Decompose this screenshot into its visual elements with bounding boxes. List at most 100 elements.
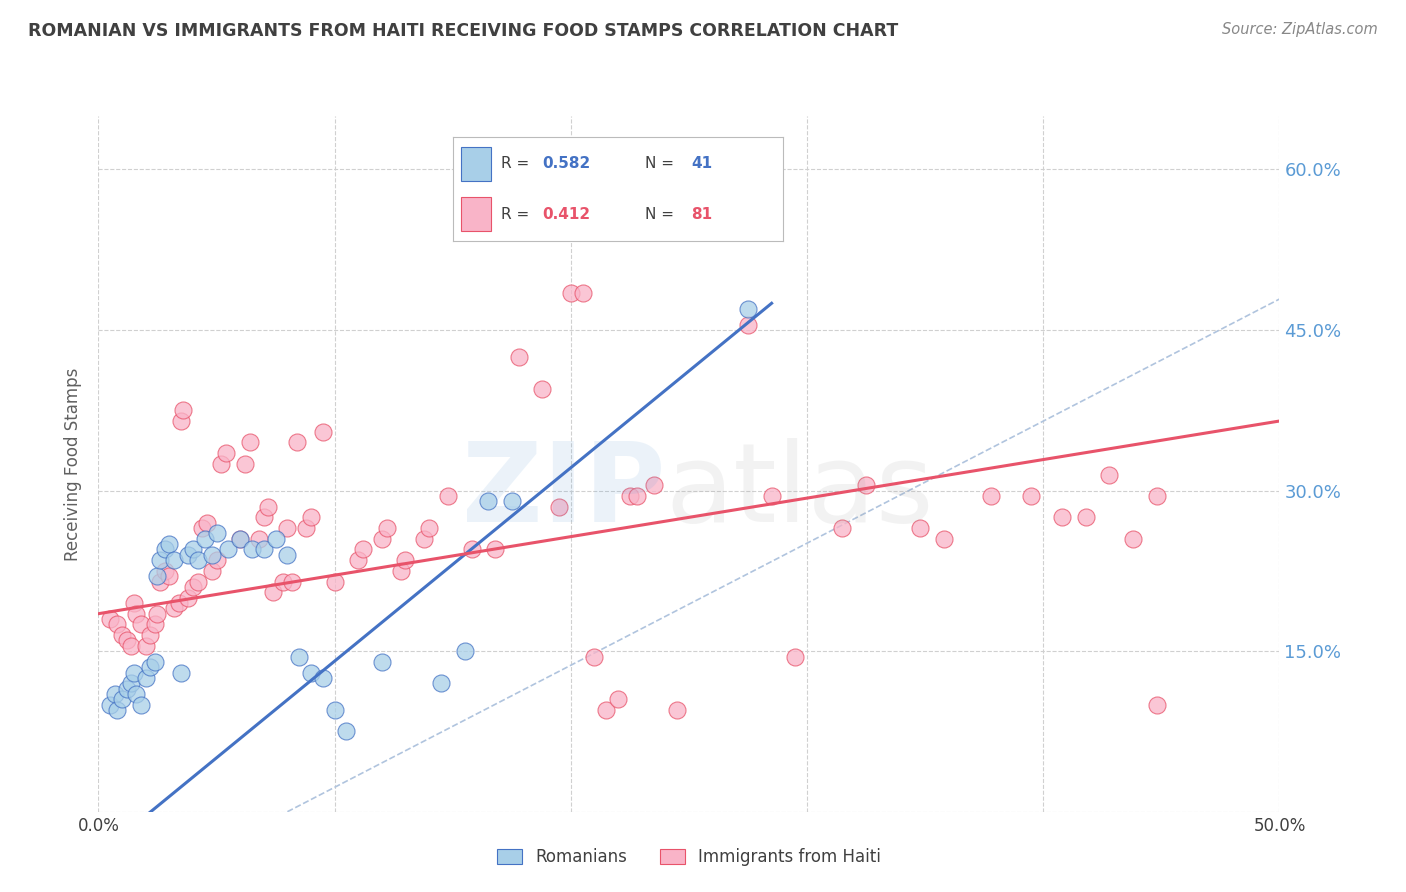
Point (201, 548, 224, 562)
Point (139, 628, 162, 642)
Point (172, 403, 194, 417)
Point (143, 617, 166, 632)
Point (146, 607, 169, 621)
Point (139, 660, 162, 674)
Point (831, 521, 853, 535)
Point (666, 703, 689, 717)
Text: 81: 81 (690, 207, 711, 221)
Point (115, 633, 138, 648)
Point (299, 665, 322, 680)
Point (143, 655, 166, 669)
Point (129, 617, 152, 632)
Point (191, 521, 214, 535)
Point (460, 542, 482, 557)
Point (105, 617, 128, 632)
Point (253, 510, 276, 524)
Point (508, 350, 530, 364)
Point (1122, 532, 1144, 546)
Point (295, 521, 318, 535)
Point (288, 649, 311, 664)
Point (1146, 698, 1168, 712)
Point (170, 414, 193, 428)
Point (153, 542, 176, 557)
Point (281, 574, 304, 589)
Point (129, 698, 152, 712)
Point (262, 585, 284, 599)
Point (484, 542, 506, 557)
Point (785, 649, 807, 664)
Point (595, 703, 617, 717)
Point (215, 446, 238, 460)
Text: Source: ZipAtlas.com: Source: ZipAtlas.com (1222, 22, 1378, 37)
Point (1050, 510, 1073, 524)
Point (253, 542, 276, 557)
Point (761, 489, 783, 503)
Point (121, 676, 143, 690)
Bar (461, 147, 491, 181)
Point (181, 580, 204, 594)
Text: N =: N = (644, 207, 679, 221)
Point (111, 692, 134, 706)
Point (375, 521, 398, 535)
Point (111, 628, 134, 642)
Point (187, 553, 209, 567)
Point (125, 687, 148, 701)
Point (209, 457, 232, 471)
Text: atlas: atlas (665, 438, 934, 545)
Point (257, 500, 280, 514)
Point (548, 500, 571, 514)
Point (737, 318, 759, 332)
Point (583, 649, 606, 664)
Point (430, 676, 453, 690)
Point (312, 425, 335, 439)
Text: 0.582: 0.582 (543, 156, 591, 171)
Point (501, 494, 523, 508)
Point (205, 526, 228, 541)
Point (418, 521, 440, 535)
Point (932, 532, 955, 546)
Point (205, 553, 228, 567)
Point (98, 698, 121, 712)
Text: R =: R = (501, 207, 534, 221)
Text: ZIP: ZIP (463, 438, 665, 545)
Point (413, 532, 436, 546)
Point (125, 607, 148, 621)
Text: ROMANIAN VS IMMIGRANTS FROM HAITI RECEIVING FOOD STAMPS CORRELATION CHART: ROMANIAN VS IMMIGRANTS FROM HAITI RECEIV… (28, 22, 898, 40)
Point (1146, 489, 1168, 503)
Text: 41: 41 (690, 156, 711, 171)
Point (271, 574, 294, 589)
Point (201, 564, 224, 578)
Point (276, 521, 298, 535)
Bar (461, 197, 491, 231)
Point (453, 644, 475, 658)
Point (149, 553, 172, 567)
Point (229, 532, 252, 546)
Point (217, 542, 239, 557)
Point (389, 564, 412, 578)
Point (335, 724, 357, 739)
Point (437, 489, 460, 503)
Point (264, 532, 287, 546)
Point (571, 285, 593, 300)
Point (980, 489, 1002, 503)
Point (352, 542, 374, 557)
Point (187, 574, 209, 589)
Point (531, 382, 554, 396)
Point (619, 489, 641, 503)
Legend: Romanians, Immigrants from Haiti: Romanians, Immigrants from Haiti (489, 842, 889, 873)
Point (122, 665, 145, 680)
Point (285, 435, 308, 450)
Point (1098, 467, 1121, 482)
Point (115, 681, 138, 696)
Point (135, 639, 157, 653)
Text: 0.412: 0.412 (543, 207, 591, 221)
Point (371, 532, 394, 546)
Point (347, 553, 370, 567)
Point (276, 548, 298, 562)
Point (299, 510, 322, 524)
Point (177, 591, 200, 605)
Point (98, 612, 121, 626)
Text: R =: R = (501, 156, 534, 171)
Point (240, 542, 263, 557)
Point (153, 564, 176, 578)
